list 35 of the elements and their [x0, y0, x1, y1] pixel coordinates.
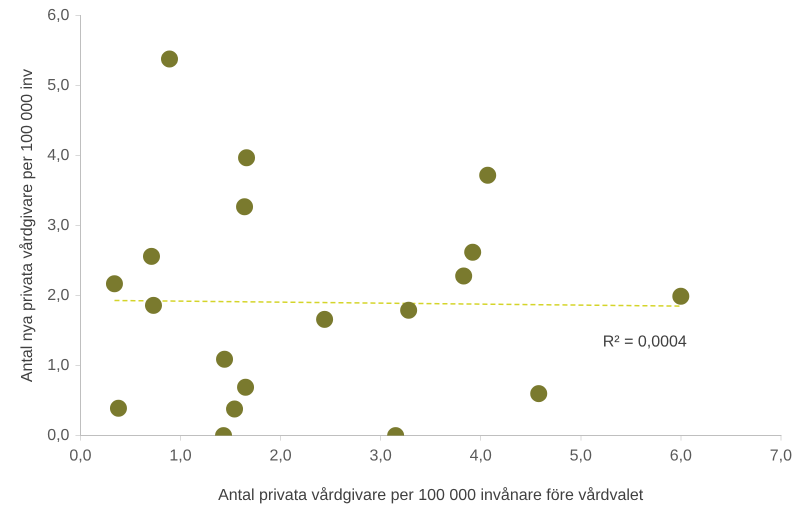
x-axis-title: Antal privata vårdgivare per 100 000 invånare före vårdvalet — [218, 486, 644, 504]
point — [110, 400, 127, 417]
point — [530, 385, 548, 402]
y-tick-label: 1,0 — [47, 357, 70, 374]
x-tick-label: 5,0 — [570, 448, 592, 465]
x-tick-label: 0,0 — [69, 448, 92, 465]
point — [455, 268, 472, 284]
y-tick-label: 6,0 — [47, 7, 70, 24]
point — [316, 310, 334, 328]
x-tick-label: 4,0 — [470, 448, 492, 465]
point — [238, 149, 256, 166]
x-tick-label: 1,0 — [169, 448, 192, 465]
point — [144, 296, 162, 314]
x-tick-label: 6,0 — [670, 448, 692, 465]
y-axis-title: Antal nya privata vårdgivare per 100 000 inv — [19, 69, 36, 382]
y-tick-label: 0,0 — [47, 427, 70, 444]
point — [216, 350, 234, 368]
point — [106, 275, 123, 292]
point — [237, 378, 254, 396]
x-tick-label: 3,0 — [370, 448, 392, 465]
y-tick-label: 3,0 — [47, 217, 70, 234]
point — [479, 166, 496, 184]
point — [236, 198, 254, 216]
x-tick-label: 7,0 — [770, 448, 792, 465]
point — [400, 302, 418, 319]
point — [142, 248, 160, 265]
point — [672, 288, 690, 305]
y-tick-label: 2,0 — [47, 287, 70, 304]
annotation: R² = 0,0004 — [602, 334, 687, 351]
y-tick-label: 5,0 — [47, 77, 70, 94]
x-tick-label: 2,0 — [269, 448, 292, 465]
y-tick-label: 4,0 — [47, 147, 70, 164]
point — [226, 400, 244, 418]
point — [464, 244, 482, 261]
point — [161, 50, 178, 68]
